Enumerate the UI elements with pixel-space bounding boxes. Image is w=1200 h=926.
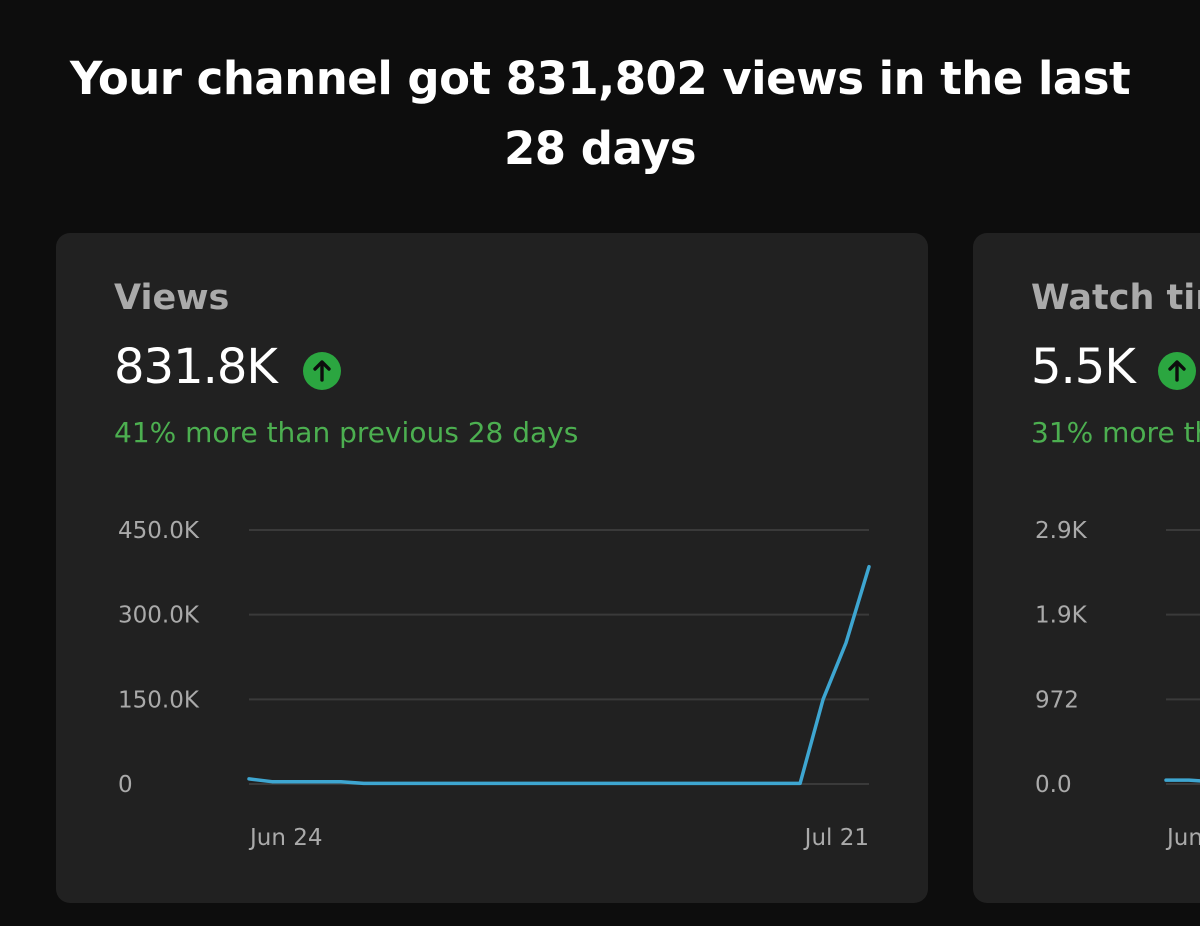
views-card[interactable]: Views 831.8K 41% more than previous 28 d…: [56, 233, 928, 903]
y-tick-label: 1.9K: [1035, 603, 1088, 629]
x-tick-label: Jun 24: [248, 825, 323, 851]
y-tick-label: 2.9K: [1035, 518, 1088, 544]
y-tick-label: 150.0K: [118, 687, 200, 713]
metric-label: Watch time (hours): [1031, 278, 1200, 318]
y-tick-label: 450.0K: [118, 518, 200, 544]
arrow-up-icon: [1158, 352, 1196, 390]
y-tick-label: 0: [118, 772, 133, 798]
metric-value: 5.5K: [1031, 339, 1136, 395]
arrow-up-icon: [303, 352, 341, 390]
x-tick-label: Jul 21: [803, 825, 869, 851]
metric-label: Views: [114, 278, 230, 318]
y-tick-label: 972: [1035, 687, 1079, 713]
metric-change: 31% more than previous 28 days: [1031, 416, 1200, 449]
watch-time-series-line: [1164, 778, 1200, 783]
y-tick-label: 0.0: [1035, 772, 1072, 798]
page-title: Your channel got 831,802 views in the la…: [69, 52, 1131, 175]
metric-change: 41% more than previous 28 days: [114, 416, 579, 449]
y-tick-label: 300.0K: [118, 603, 200, 629]
views-series-line: [247, 564, 871, 786]
x-tick-label: Jun 24: [1165, 825, 1200, 851]
metric-value: 831.8K: [114, 339, 278, 395]
views-chart: 0 150.0K 300.0K 450.0K Jun 24 Jul 21: [118, 518, 871, 851]
watch-time-card[interactable]: Watch time (hours) 5.5K 31% more than pr…: [973, 233, 1200, 903]
